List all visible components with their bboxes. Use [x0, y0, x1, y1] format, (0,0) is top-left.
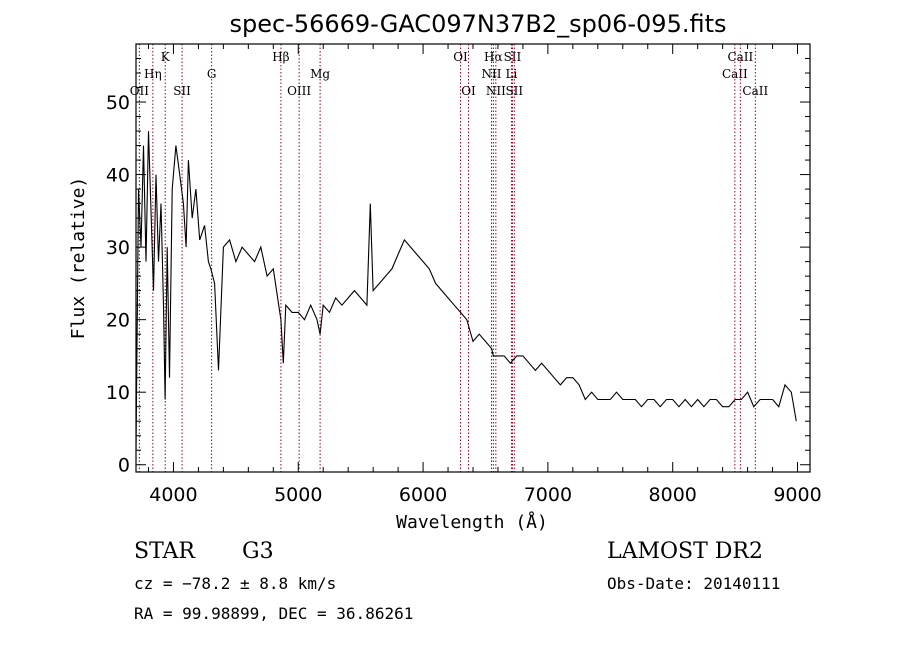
line-marker-label: Hα: [484, 50, 503, 64]
y-tick-label: 0: [118, 455, 130, 477]
line-marker-label: OIII: [287, 84, 311, 98]
spectral-line-markers: OIIHηKSIIGHβOIIIMgOIOINIIHαNIISIILiSIICa…: [130, 44, 768, 472]
line-marker-label: CaII: [727, 50, 753, 64]
line-marker-label: Li: [506, 67, 518, 81]
x-tick-label: 9000: [773, 484, 821, 506]
chart-title: spec-56669-GAC097N37B2_sp06-095.fits: [229, 10, 726, 38]
line-marker-label: OI: [453, 50, 468, 64]
line-marker-label: SII: [505, 84, 523, 98]
spectrum-series-line: [135, 131, 797, 451]
line-marker-label: CaII: [742, 84, 768, 98]
line-marker-label: Mg: [310, 67, 330, 81]
line-marker-label: CaII: [722, 67, 748, 81]
object-class: STAR: [134, 539, 196, 564]
line-marker-label: Hβ: [272, 50, 289, 64]
x-tick-label: 7000: [524, 484, 572, 506]
x-tick-label: 6000: [399, 484, 447, 506]
survey-name: LAMOST DR2: [607, 539, 763, 564]
x-axis-label: Wavelength (Å): [396, 511, 548, 533]
line-marker-label: SII: [504, 50, 522, 64]
x-axis-ticks: 4000 5000 6000 7000 8000 9000: [147, 44, 822, 506]
y-axis-label: Flux (relative): [68, 177, 89, 340]
y-tick-label: 40: [106, 165, 130, 187]
x-tick-label: 8000: [649, 484, 697, 506]
x-tick-label: 4000: [149, 484, 197, 506]
line-marker-label: OI: [461, 84, 476, 98]
y-axis-ticks: 0 10 20 30 40 50: [106, 58, 810, 477]
y-tick-label: 30: [106, 237, 130, 259]
line-marker-label: K: [161, 50, 171, 64]
x-tick-label: 5000: [274, 484, 322, 506]
y-tick-label: 10: [106, 382, 130, 404]
line-marker-label: NII: [486, 84, 506, 98]
line-marker-label: NII: [481, 67, 501, 81]
redshift-text: cz = −78.2 ± 8.8 km/s: [134, 574, 336, 593]
line-marker-label: G: [207, 67, 217, 81]
line-marker-label: OII: [130, 84, 150, 98]
line-marker-label: SII: [173, 84, 191, 98]
object-subclass: G3: [242, 539, 274, 564]
y-tick-label: 50: [106, 92, 130, 114]
y-tick-label: 20: [106, 310, 130, 332]
coordinates-text: RA = 99.98899, DEC = 36.86261: [134, 604, 413, 623]
obs-date: Obs-Date: 20140111: [607, 574, 780, 593]
line-marker-label: Hη: [144, 67, 162, 81]
